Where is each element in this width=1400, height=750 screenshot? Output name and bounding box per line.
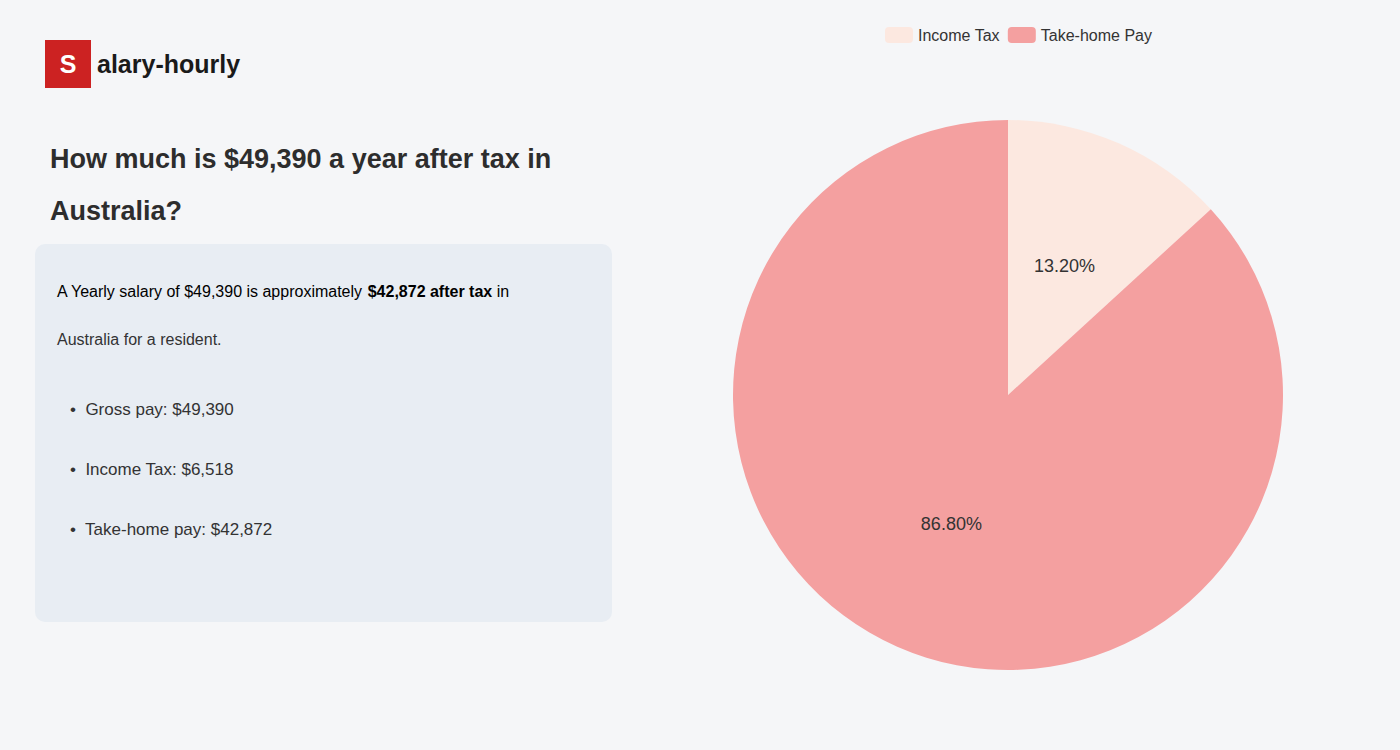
svg-text:S: S [60, 50, 77, 78]
svg-text:• Take-home pay: $42,872: • Take-home pay: $42,872 [70, 520, 272, 539]
svg-text:86.80%: 86.80% [921, 514, 982, 534]
svg-text:Take-home Pay: Take-home Pay [1041, 27, 1152, 44]
svg-text:in: in [492, 283, 509, 300]
svg-text:• Gross pay: $49,390: • Gross pay: $49,390 [70, 400, 234, 419]
svg-text:A Yearly salary of $49,390 is: A Yearly salary of $49,390 is approximat… [57, 283, 367, 300]
svg-text:alary-hourly: alary-hourly [97, 50, 240, 78]
svg-text:How much is $49,390 a year aft: How much is $49,390 a year after tax in [50, 144, 551, 174]
svg-text:Australia?: Australia? [50, 196, 182, 226]
svg-text:Australia for a resident.: Australia for a resident. [57, 331, 222, 348]
svg-text:• Income Tax: $6,518: • Income Tax: $6,518 [70, 460, 233, 479]
svg-text:13.20%: 13.20% [1034, 256, 1095, 276]
svg-text:Income Tax: Income Tax [918, 27, 1000, 44]
svg-text:$42,872 after tax: $42,872 after tax [368, 283, 493, 300]
